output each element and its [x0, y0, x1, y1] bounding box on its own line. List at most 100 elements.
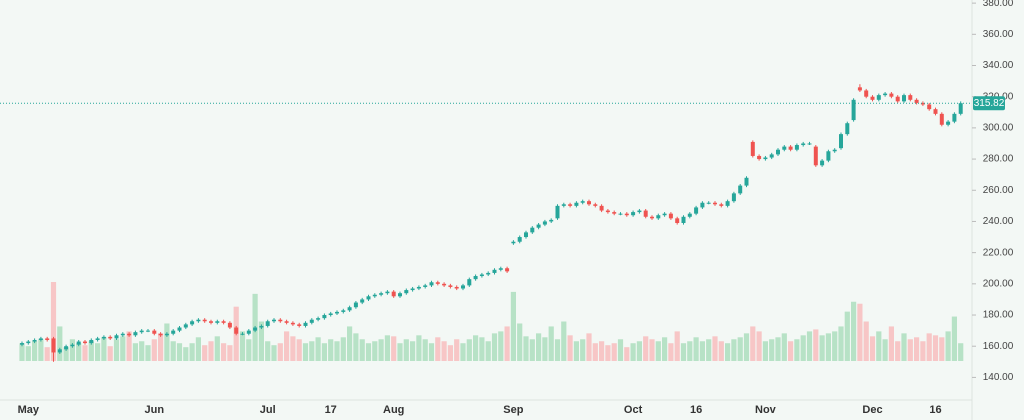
volume-bar [189, 343, 195, 361]
candle-body [927, 104, 932, 110]
candle-body [687, 213, 692, 217]
y-tick-label: 300.00 [983, 123, 1014, 134]
candle-body [265, 321, 270, 326]
candle-body [807, 143, 812, 145]
y-tick-label: 340.00 [983, 60, 1014, 71]
candle-body [234, 327, 239, 334]
volume-bar [636, 341, 642, 361]
volume-bar [718, 341, 724, 361]
candle-body [347, 307, 352, 311]
candle-body [656, 215, 661, 219]
candle-body [202, 319, 207, 322]
volume-bar [340, 337, 346, 361]
volume-bar [548, 326, 554, 361]
candle-body [524, 232, 528, 238]
candle-body [139, 330, 144, 333]
candle-body [416, 286, 421, 289]
volume-bar [195, 337, 201, 361]
volume-bar [737, 337, 743, 361]
candle-body [20, 343, 24, 345]
volume-bar [750, 326, 756, 361]
volume-bar [674, 331, 680, 361]
candle-body [473, 276, 478, 280]
volume-bar [214, 336, 220, 361]
candle-body [297, 324, 302, 326]
volume-bar [825, 333, 831, 361]
candle-body [309, 319, 314, 323]
x-tick-label: 17 [325, 404, 337, 416]
volume-bar [466, 339, 472, 361]
candle-body [706, 202, 711, 204]
candle-body [933, 109, 938, 114]
candle-body [788, 146, 793, 150]
volume-bar [145, 345, 151, 361]
volume-bar [813, 329, 819, 361]
candle-body [272, 319, 276, 322]
candle-body [353, 302, 358, 308]
candle-body [492, 269, 497, 273]
volume-bar [586, 333, 592, 361]
volume-bar [265, 341, 271, 361]
candle-body [51, 338, 56, 353]
y-tick-label: 280.00 [983, 154, 1014, 165]
candle-body [385, 291, 390, 294]
volume-bar [599, 341, 605, 361]
candle-body [448, 285, 453, 287]
candle-body [769, 154, 774, 158]
candle-body [599, 205, 604, 211]
last-price-label: 315.82 [974, 98, 1005, 109]
x-tick-label: May [18, 404, 40, 416]
volume-bar [460, 343, 466, 361]
candle-body [190, 321, 195, 325]
candle-body [278, 319, 283, 322]
volume-bar [321, 343, 327, 361]
candle-body [253, 327, 258, 331]
volume-bar [435, 337, 441, 361]
volume-bar [561, 321, 567, 361]
volume-bar [170, 341, 176, 361]
candle-body [341, 310, 346, 312]
candle-body [902, 95, 906, 102]
candle-body [857, 87, 862, 91]
candle-body [908, 95, 913, 100]
volume-bar [107, 346, 113, 361]
volume-bar [844, 311, 850, 361]
volume-bar [951, 316, 957, 361]
candle-body [542, 221, 547, 225]
volume-bar [819, 335, 825, 361]
candle-body [290, 322, 295, 325]
volume-bar [176, 343, 183, 361]
volume-bar [208, 341, 214, 361]
candle-body [681, 216, 686, 224]
candle-body [461, 285, 465, 289]
candle-body [662, 213, 667, 216]
candle-body [643, 210, 648, 217]
candle-body [845, 123, 850, 135]
candle-body [675, 218, 680, 224]
volume-bar [227, 345, 233, 361]
candle-body [227, 322, 232, 328]
volume-bar [863, 321, 869, 361]
candle-body [146, 330, 150, 332]
volume-bar [239, 331, 246, 361]
volume-bar [958, 343, 964, 361]
volume-bar [315, 337, 321, 361]
volume-bar [939, 337, 945, 361]
volume-bar [88, 341, 94, 361]
volume-bar [882, 339, 888, 361]
volume-bar [762, 341, 768, 361]
candle-body [952, 113, 957, 122]
candle-body [839, 134, 843, 149]
volume-bar [901, 333, 907, 361]
volume-bar [428, 343, 435, 361]
volume-bar [806, 331, 813, 361]
volume-bar [132, 343, 138, 361]
candle-body [744, 177, 749, 186]
candle-body [164, 333, 169, 336]
volume-bar [139, 341, 145, 361]
volume-bar [554, 339, 561, 361]
volume-bar [743, 333, 750, 361]
volume-bar [491, 333, 498, 361]
candle-body [454, 286, 459, 289]
x-tick-label: Jun [145, 404, 165, 416]
